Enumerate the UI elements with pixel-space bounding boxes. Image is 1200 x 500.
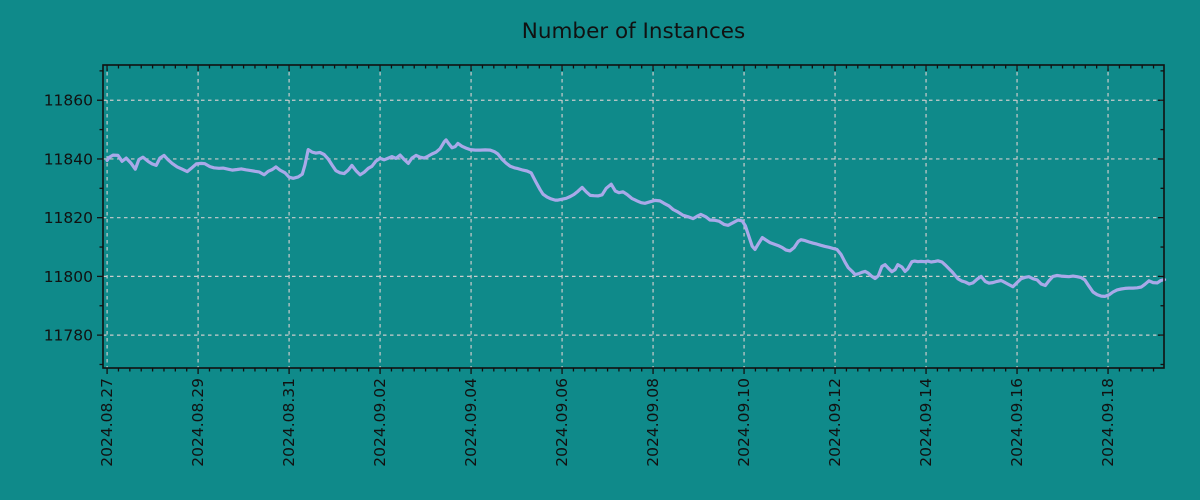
y-tick-label: 11860 xyxy=(44,92,93,110)
x-tick-label: 2024.08.27 xyxy=(98,378,116,467)
series-line-instances xyxy=(105,138,1167,298)
y-tick-label: 11820 xyxy=(44,209,93,227)
x-tick-label: 2024.09.02 xyxy=(371,378,389,467)
x-tick-label: 2024.09.08 xyxy=(644,378,662,467)
x-tick-label: 2024.09.10 xyxy=(735,378,753,467)
x-tick-label: 2024.09.12 xyxy=(826,378,844,467)
x-tick-label: 2024.08.31 xyxy=(280,378,298,467)
y-tick-label: 11780 xyxy=(44,327,93,345)
plot-border xyxy=(102,64,1165,369)
chart-title: Number of Instances xyxy=(522,19,745,44)
x-tick-label: 2024.09.16 xyxy=(1008,378,1026,467)
x-tick-label: 2024.09.04 xyxy=(462,378,480,467)
x-tick-label: 2024.09.18 xyxy=(1099,378,1117,467)
x-tick-label: 2024.09.06 xyxy=(553,378,571,467)
x-tick-label: 2024.09.14 xyxy=(917,378,935,467)
y-tick-label: 11840 xyxy=(44,150,93,168)
x-tick-label: 2024.08.29 xyxy=(189,378,207,467)
y-tick-label: 11800 xyxy=(44,268,93,286)
